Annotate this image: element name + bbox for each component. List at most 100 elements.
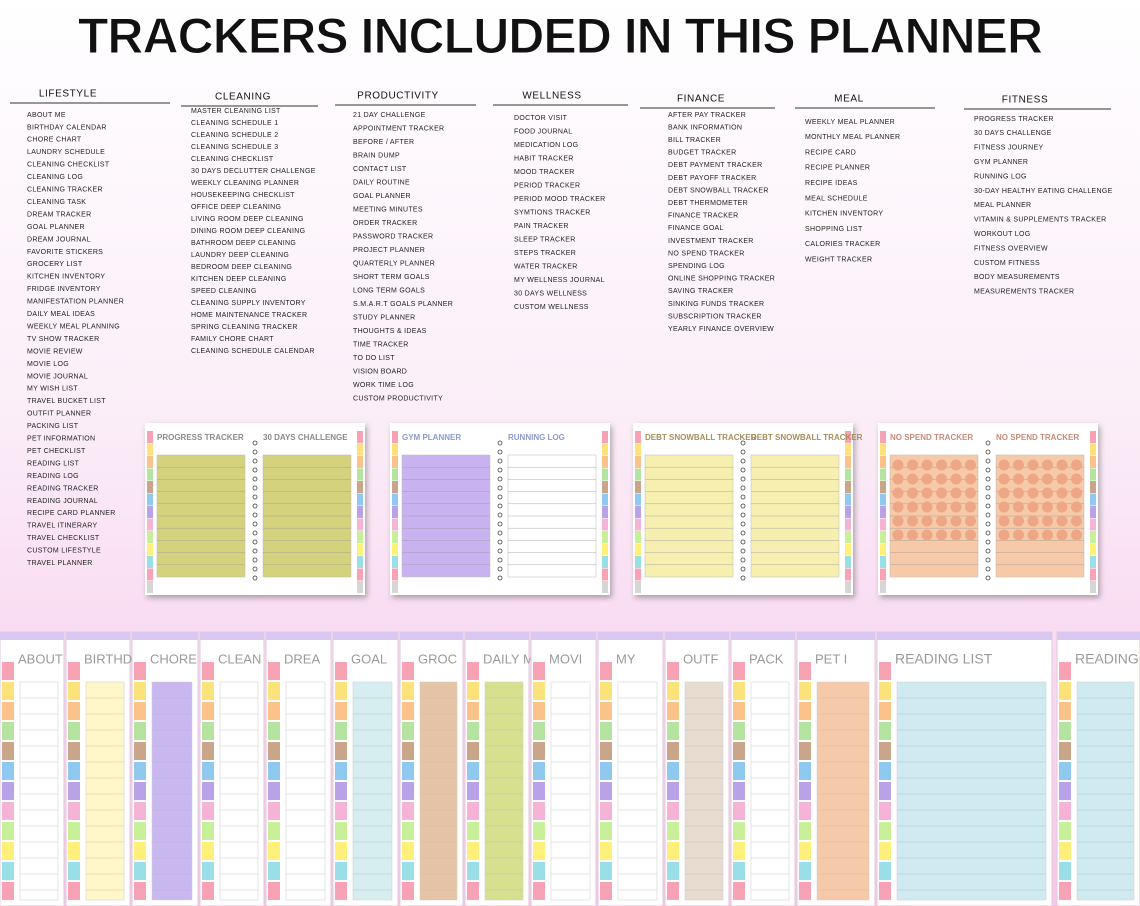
preview-tab	[147, 456, 153, 468]
preview-tab	[845, 543, 851, 556]
preview-tab	[635, 506, 641, 518]
strip-tab	[533, 722, 545, 740]
preview-dot	[1056, 529, 1068, 541]
preview-tab	[392, 556, 398, 568]
tracker-item: CLEANING SUPPLY INVENTORY	[191, 300, 306, 307]
strip-tab	[733, 782, 745, 800]
strip-tab	[335, 702, 347, 720]
strip-tab	[268, 822, 280, 840]
strip-tab	[2, 682, 14, 700]
preview-dot	[965, 487, 976, 499]
preview-tab	[880, 556, 886, 568]
preview-tab	[357, 456, 363, 468]
tracker-item: S.M.A.R.T GOALS PLANNER	[353, 301, 453, 308]
preview-tab	[635, 581, 641, 593]
tracker-item: NO SPEND TRACKER	[668, 250, 745, 257]
preview-dot	[1027, 487, 1039, 499]
tracker-item: FITNESS OVERVIEW	[974, 245, 1048, 252]
spiral	[985, 440, 991, 446]
strip-index-bar	[598, 632, 663, 640]
preview-dot	[1042, 515, 1053, 527]
strip-tab	[600, 862, 612, 880]
tracker-item: KITCHEN DEEP CLEANING	[191, 276, 287, 283]
strip-tab	[134, 862, 146, 880]
tracker-item: FRIDGE INVENTORY	[27, 286, 101, 293]
preview-dot	[1056, 501, 1068, 513]
tracker-item: LAUNDRY DEEP CLEANING	[191, 252, 289, 259]
preview-dot	[1071, 515, 1082, 527]
preview-title: NO SPEND TRACKER	[996, 433, 1079, 442]
strip-tab	[335, 722, 347, 740]
spiral	[252, 485, 258, 491]
preview-tab	[1090, 468, 1096, 481]
tracker-item: CLEANING CHECKLIST	[191, 156, 274, 163]
preview-tab	[147, 543, 153, 556]
tracker-item: TIME TRACKER	[353, 341, 409, 348]
tracker-item: THOUGHTS & IDEAS	[353, 328, 427, 335]
preview-tab	[880, 456, 886, 468]
strip-content	[750, 681, 790, 901]
strip-tab	[402, 882, 414, 900]
strip-content	[85, 681, 125, 901]
strip-title: GROC	[418, 651, 457, 666]
tracker-item: QUARTERLY PLANNER	[353, 260, 435, 267]
strip-index-bar	[531, 632, 596, 640]
strip-tab	[667, 782, 679, 800]
tracker-item: PERIOD MOOD TRACKER	[514, 196, 606, 203]
tracker-item: MEAL SCHEDULE	[805, 195, 868, 202]
tracker-item: BEFORE / AFTER	[353, 139, 414, 146]
strip-tab	[202, 722, 214, 740]
preview-tab	[635, 543, 641, 556]
strip-tab	[879, 682, 891, 700]
preview-tab	[880, 493, 886, 506]
tracker-item: LIVING ROOM DEEP CLEANING	[191, 216, 304, 223]
tracker-item: WEIGHT TRACKER	[805, 257, 872, 264]
preview-tab	[635, 568, 641, 581]
preview-dot	[950, 501, 962, 513]
strip-content	[484, 681, 524, 901]
tracker-item: DEBT SNOWBALL TRACKER	[668, 187, 769, 194]
preview-dot	[950, 459, 962, 471]
preview-tab	[147, 581, 153, 593]
spiral	[740, 458, 746, 464]
tracker-item: HOME MAINTENANCE TRACKER	[191, 312, 307, 319]
tracker-item: MOOD TRACKER	[514, 169, 575, 176]
strip-tab	[799, 802, 811, 820]
strip-tab	[402, 722, 414, 740]
strip-tab	[667, 742, 679, 760]
strip-tab	[799, 842, 811, 860]
strip-tab	[467, 862, 479, 880]
spiral	[497, 467, 503, 473]
preview-dot	[892, 487, 904, 499]
preview-tab	[147, 443, 153, 456]
preview-tab	[602, 481, 608, 493]
preview-tab	[845, 493, 851, 506]
preview-tab	[602, 456, 608, 468]
tracker-item: ORDER TRACKER	[353, 220, 417, 227]
page-title: TRACKERS INCLUDED IN THIS PLANNER	[78, 8, 1043, 64]
preview-tab	[392, 493, 398, 506]
preview-dot	[998, 529, 1010, 541]
tracker-item: DEBT THERMOMETER	[668, 200, 748, 207]
tracker-item: CHORE CHART	[27, 137, 82, 144]
preview-title: DEBT SNOWBALL TRACKER	[645, 433, 757, 442]
tracker-item: INVESTMENT TRACKER	[668, 238, 754, 245]
strip-title: BIRTHD	[84, 651, 132, 666]
strip-tab	[2, 702, 14, 720]
strip-tab	[2, 882, 14, 900]
preview-dot	[1071, 501, 1082, 513]
preview-dot	[921, 487, 933, 499]
tracker-item: SPENDING LOG	[668, 263, 725, 270]
strip-tab	[68, 682, 80, 700]
preview-dot	[1013, 473, 1024, 485]
preview-tab	[392, 506, 398, 518]
strip-tab	[733, 702, 745, 720]
strip-tab	[533, 682, 545, 700]
tracker-item: SHORT TERM GOALS	[353, 274, 430, 281]
strip-tab	[879, 842, 891, 860]
strip-tab	[600, 702, 612, 720]
preview-dot	[950, 487, 962, 499]
strip-tab	[879, 722, 891, 740]
preview-dot	[921, 473, 933, 485]
